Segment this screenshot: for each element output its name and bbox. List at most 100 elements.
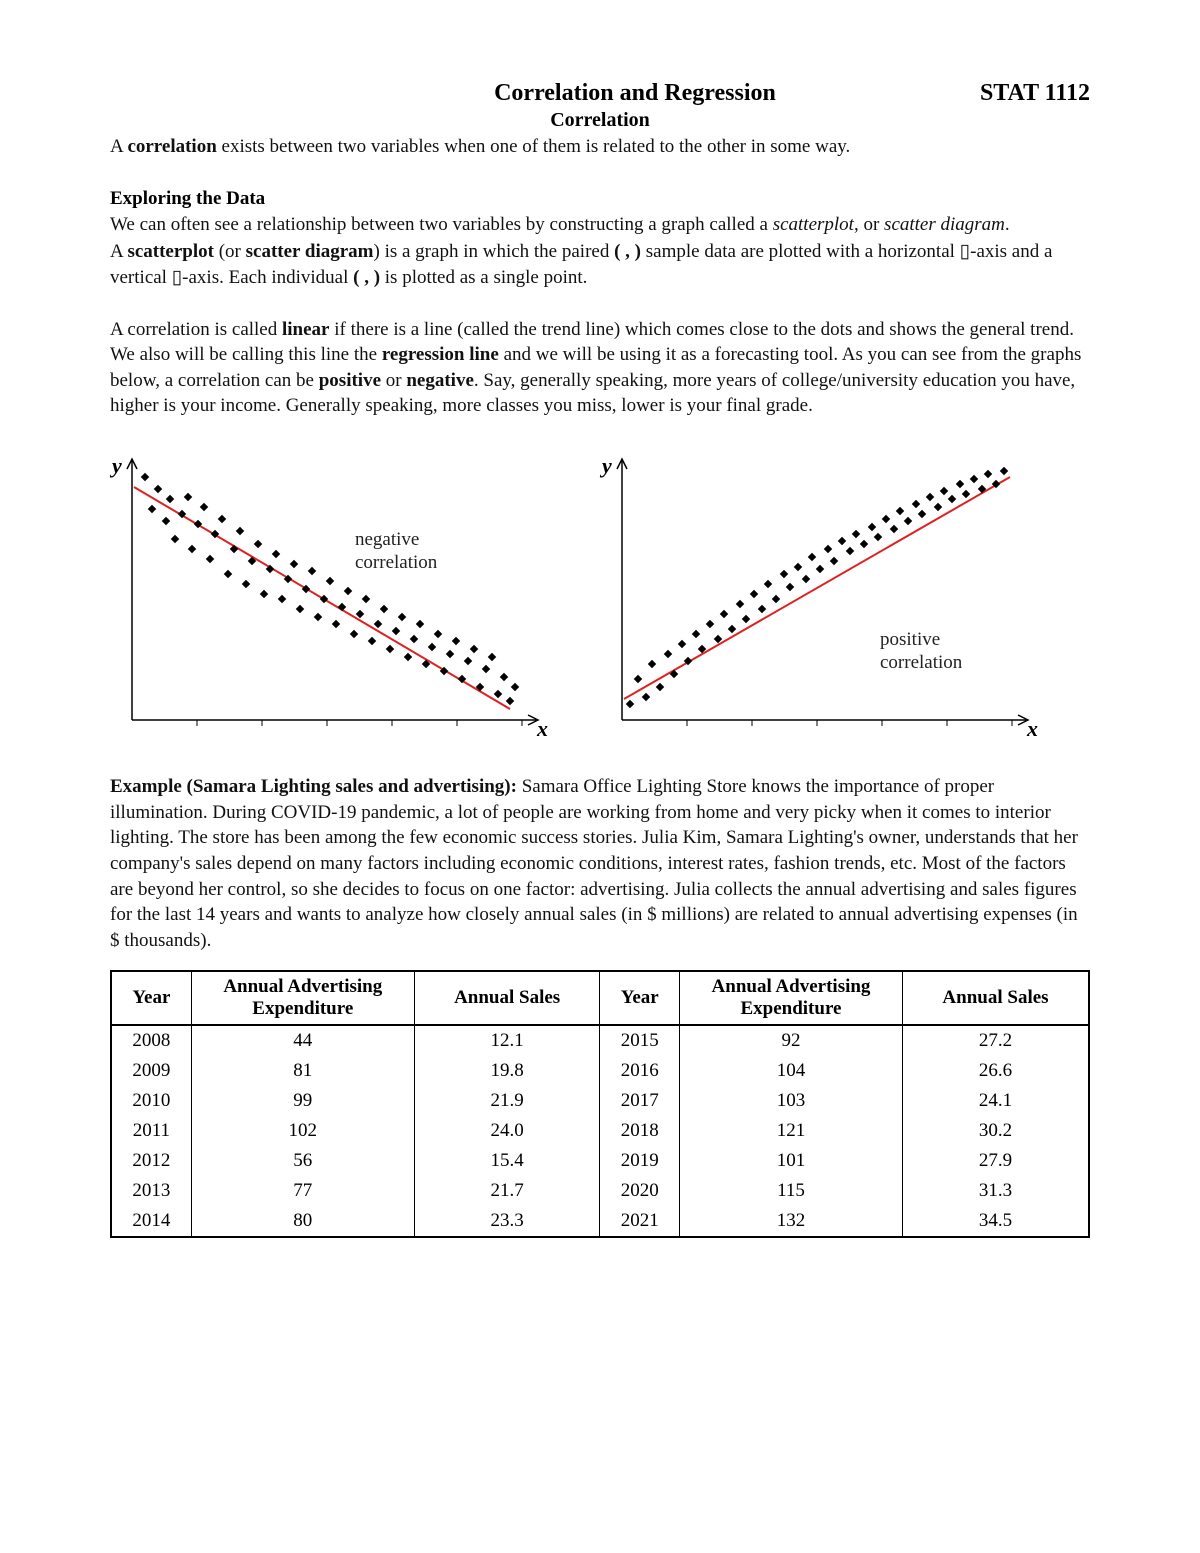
- axis-x-label: x: [537, 716, 548, 742]
- table-row: 20109921.9201710324.1: [111, 1086, 1089, 1116]
- chart-caption-negative: negativecorrelation: [355, 529, 437, 575]
- page: Correlation and Regression STAT 1112 Cor…: [0, 0, 1200, 1553]
- col-year: Year: [111, 971, 191, 1025]
- table-cell: 104: [679, 1056, 902, 1086]
- text: , or: [854, 214, 884, 235]
- table-cell: 115: [679, 1176, 902, 1206]
- text: negativecorrelation: [355, 529, 437, 573]
- exploring-p1: We can often see a relationship between …: [110, 212, 1090, 238]
- term-negative: negative: [406, 370, 474, 391]
- linear-paragraph: A correlation is called linear if there …: [110, 317, 1090, 420]
- table-cell: 15.4: [414, 1146, 600, 1176]
- intro-paragraph: A correlation exists between two variabl…: [110, 134, 1090, 160]
- term-correlation: correlation: [127, 136, 216, 157]
- table-cell: 2016: [600, 1056, 680, 1086]
- table-cell: 2020: [600, 1176, 680, 1206]
- page-title: Correlation and Regression: [290, 80, 980, 107]
- text: ) is a graph in which the paired: [374, 241, 615, 262]
- text: We can often see a relationship between …: [110, 214, 773, 235]
- table-cell: 80: [191, 1206, 414, 1237]
- text: A: [110, 136, 127, 157]
- text: A: [110, 241, 127, 262]
- table-head: Year Annual Advertising Expenditure Annu…: [111, 971, 1089, 1025]
- chart-positive: y x positivecorrelation: [600, 449, 1040, 744]
- table-cell: 12.1: [414, 1025, 600, 1056]
- charts-row: y x negativecorrelation y x positivecorr…: [110, 449, 1090, 744]
- table-cell: 92: [679, 1025, 902, 1056]
- table-body: 20084412.120159227.220098119.8201610426.…: [111, 1025, 1089, 1237]
- table-cell: 31.3: [902, 1176, 1089, 1206]
- table-cell: 102: [191, 1116, 414, 1146]
- example-lead: Example (Samara Lighting sales and adver…: [110, 776, 517, 797]
- table-cell: 77: [191, 1176, 414, 1206]
- text: (or: [214, 241, 246, 262]
- col-year-2: Year: [600, 971, 680, 1025]
- text: or: [381, 370, 406, 391]
- table-cell: 24.1: [902, 1086, 1089, 1116]
- axis-y-label: y: [112, 453, 122, 479]
- data-table: Year Annual Advertising Expenditure Annu…: [110, 970, 1090, 1238]
- axis-x-label: x: [1027, 716, 1038, 742]
- table-cell: 132: [679, 1206, 902, 1237]
- table-cell: 21.7: [414, 1176, 600, 1206]
- table-cell: 27.9: [902, 1146, 1089, 1176]
- table-cell: 81: [191, 1056, 414, 1086]
- col-advertising-2: Annual Advertising Expenditure: [679, 971, 902, 1025]
- table-cell: 2019: [600, 1146, 680, 1176]
- table-cell: 56: [191, 1146, 414, 1176]
- exploring-p2: A scatterplot (or scatter diagram) is a …: [110, 239, 1090, 290]
- chart-caption-positive: positivecorrelation: [880, 629, 962, 675]
- term-regression-line: regression line: [382, 344, 499, 365]
- col-sales: Annual Sales: [414, 971, 600, 1025]
- text: Samara Office Lighting Store knows the i…: [110, 776, 1078, 951]
- table-cell: 23.3: [414, 1206, 600, 1237]
- term-positive: positive: [319, 370, 381, 391]
- term-scatter-diagram: scatter diagram: [884, 214, 1005, 235]
- pair-symbol: ( , ): [614, 241, 641, 262]
- table-cell: 99: [191, 1086, 414, 1116]
- table-row: 20137721.7202011531.3: [111, 1176, 1089, 1206]
- table-cell: 30.2: [902, 1116, 1089, 1146]
- table-cell: 21.9: [414, 1086, 600, 1116]
- text: .: [1005, 214, 1010, 235]
- header-row: Correlation and Regression STAT 1112: [110, 80, 1090, 107]
- table-cell: 2009: [111, 1056, 191, 1086]
- table-cell: 101: [679, 1146, 902, 1176]
- example-paragraph: Example (Samara Lighting sales and adver…: [110, 774, 1090, 953]
- table-cell: 2014: [111, 1206, 191, 1237]
- table-cell: 103: [679, 1086, 902, 1116]
- col-sales-2: Annual Sales: [902, 971, 1089, 1025]
- table-cell: 19.8: [414, 1056, 600, 1086]
- table-row: 201110224.0201812130.2: [111, 1116, 1089, 1146]
- table-cell: 2012: [111, 1146, 191, 1176]
- subtitle: Correlation: [110, 109, 1090, 132]
- table-cell: 2017: [600, 1086, 680, 1116]
- scatter-positive-svg: [600, 449, 1040, 744]
- table-cell: 2013: [111, 1176, 191, 1206]
- table-cell: 26.6: [902, 1056, 1089, 1086]
- table-cell: 2010: [111, 1086, 191, 1116]
- scatter-negative-svg: [110, 449, 550, 744]
- term-scatter-diagram-bold: scatter diagram: [246, 241, 374, 262]
- text: positivecorrelation: [880, 629, 962, 673]
- table-row: 20125615.4201910127.9: [111, 1146, 1089, 1176]
- table-row: 20148023.3202113234.5: [111, 1206, 1089, 1237]
- table-cell: 2021: [600, 1206, 680, 1237]
- table-cell: 27.2: [902, 1025, 1089, 1056]
- axis-y-label: y: [602, 453, 612, 479]
- table-cell: 2015: [600, 1025, 680, 1056]
- text: exists between two variables when one of…: [217, 136, 851, 157]
- table-row: 20098119.8201610426.6: [111, 1056, 1089, 1086]
- table-cell: 24.0: [414, 1116, 600, 1146]
- table-cell: 121: [679, 1116, 902, 1146]
- text: A correlation is called: [110, 319, 282, 340]
- table-cell: 2018: [600, 1116, 680, 1146]
- pair-symbol-2: ( , ): [353, 267, 380, 288]
- course-code: STAT 1112: [980, 80, 1090, 107]
- table-cell: 34.5: [902, 1206, 1089, 1237]
- term-linear: linear: [282, 319, 330, 340]
- chart-negative: y x negativecorrelation: [110, 449, 550, 744]
- term-scatterplot-bold: scatterplot: [127, 241, 214, 262]
- table-header-row: Year Annual Advertising Expenditure Annu…: [111, 971, 1089, 1025]
- table-cell: 44: [191, 1025, 414, 1056]
